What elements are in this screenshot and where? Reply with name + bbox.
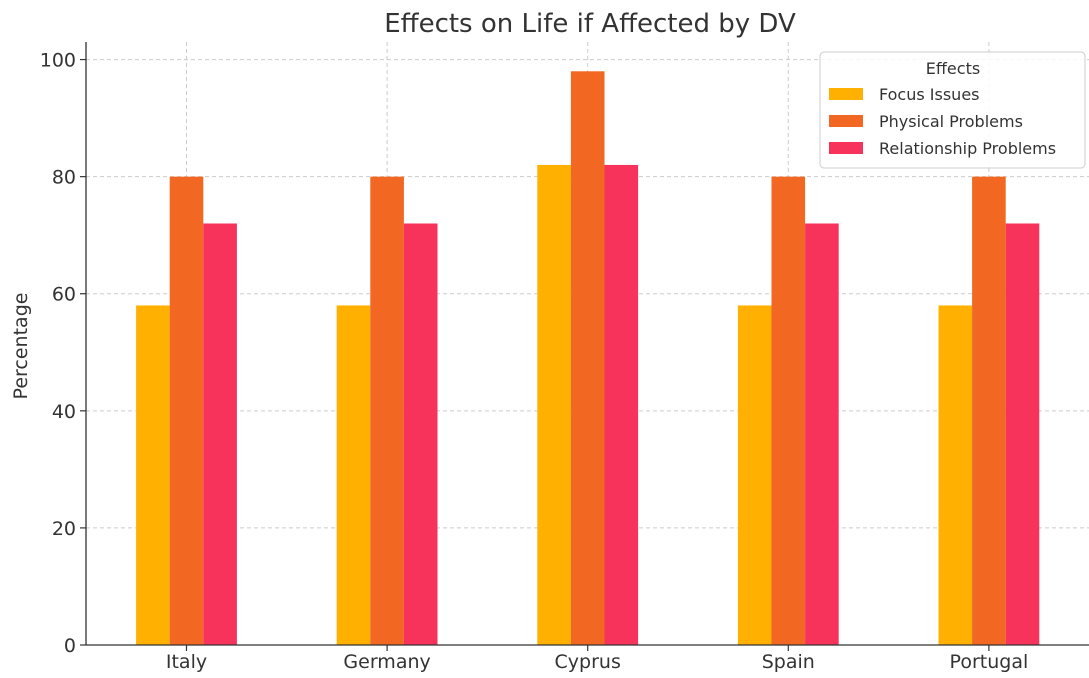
legend-swatch [829,115,863,127]
bar-focus-issues-germany [336,305,371,645]
x-tick-label: Cyprus [555,651,621,673]
y-tick-label: 60 [52,284,76,306]
bar-focus-issues-italy [136,305,170,645]
y-tick-label: 0 [64,635,76,657]
bar-focus-issues-cyprus [537,164,571,645]
legend-box [819,51,1086,169]
legend-label: Relationship Problems [879,139,1056,158]
legend-swatch [829,88,863,100]
x-tick-label: Germany [343,651,430,673]
bar-relationship-problems-germany [403,223,438,645]
bar-relationship-problems-cyprus [604,164,639,645]
bar-physical-problems-portugal [972,176,1006,645]
bar-relationship-problems-spain [805,223,839,645]
bar-focus-issues-spain [737,305,772,645]
bar-relationship-problems-portugal [1005,223,1040,645]
legend-title: Effects [926,59,980,78]
legend-swatch [829,142,863,154]
chart-title: Effects on Life if Affected by DV [384,9,796,39]
legend: Effects Focus Issues Physical Problems Rel… [819,51,1086,169]
bars [136,71,1040,645]
y-tick-label: 20 [52,518,76,540]
y-tick-label: 40 [52,401,76,423]
x-tick-label: Italy [166,651,207,673]
bar-relationship-problems-italy [203,223,237,645]
x-tick-label: Spain [762,651,815,673]
legend-label: Physical Problems [879,112,1023,131]
x-tick-label: Portugal [950,651,1029,673]
y-tick-label: 100 [40,50,76,72]
axes: 0 20 40 60 80 100 Italy Germany Cyprus Spain Portu… [40,42,1089,673]
legend-label: Focus Issues [879,85,980,104]
bar-physical-problems-italy [169,176,204,645]
y-axis-label: Percentage [10,293,32,400]
bar-physical-problems-spain [771,176,806,645]
y-tick-label: 80 [52,167,76,189]
bar-focus-issues-portugal [938,305,973,645]
bar-physical-problems-cyprus [570,71,605,645]
bar-physical-problems-germany [370,176,404,645]
